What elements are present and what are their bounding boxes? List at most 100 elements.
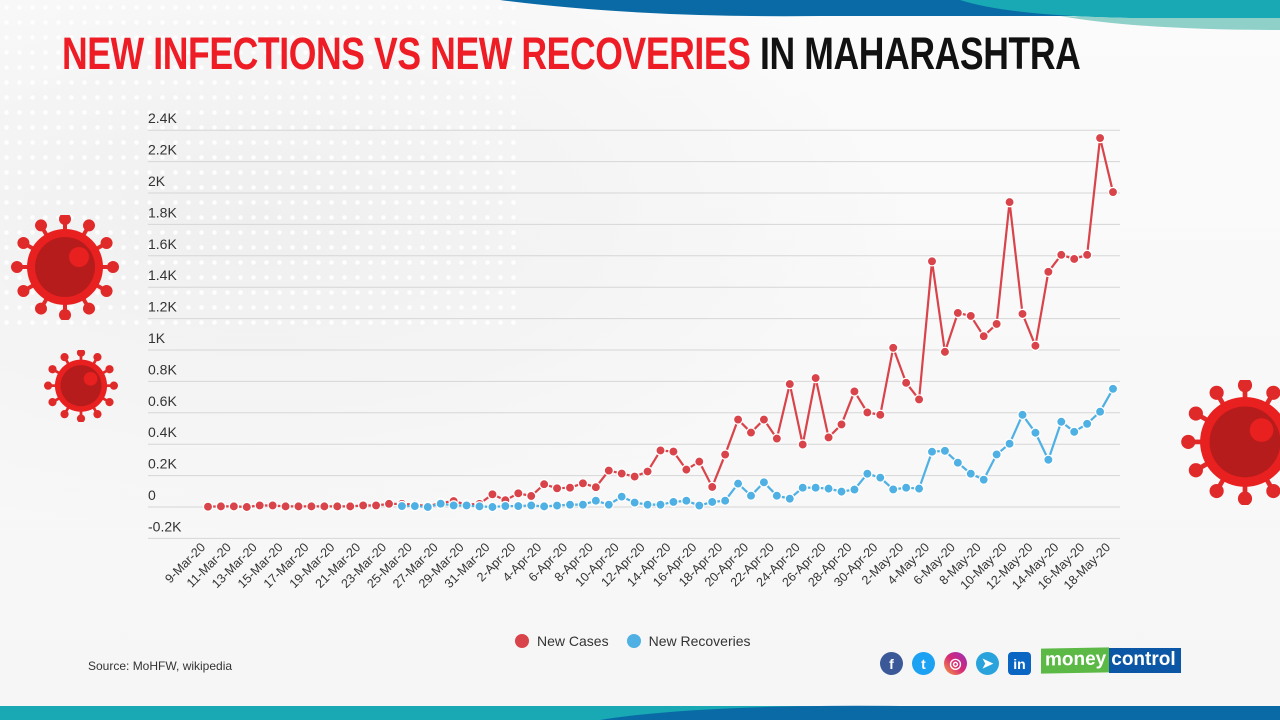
new-cases-point (849, 386, 860, 397)
new-cases-point (887, 342, 899, 354)
telegram-icon[interactable]: ➤ (976, 652, 999, 675)
new-recoveries-point (836, 486, 847, 497)
new-recoveries-point (887, 484, 899, 495)
legend-label: New Recoveries (648, 633, 751, 649)
source-note: Source: MoHFW, wikipedia (88, 659, 233, 673)
new-recoveries-point (952, 457, 964, 468)
new-cases-point (862, 407, 873, 418)
new-recoveries-point (1107, 383, 1119, 395)
new-recoveries-point (745, 490, 757, 501)
new-cases-point (836, 419, 847, 430)
new-recoveries-point (564, 499, 576, 510)
new-recoveries-point (642, 499, 653, 510)
new-cases-point (344, 501, 356, 512)
new-recoveries-point (603, 499, 615, 510)
new-recoveries-point (1043, 454, 1054, 465)
new-cases-point (1043, 266, 1054, 278)
new-cases-point (590, 481, 602, 493)
new-recoveries-point (1017, 409, 1028, 421)
new-cases-point (926, 256, 938, 267)
new-recoveries-point (926, 446, 938, 457)
new-cases-point (642, 466, 653, 477)
new-cases-point (1004, 196, 1015, 208)
new-recoveries-point (991, 449, 1002, 460)
new-recoveries-point (939, 445, 951, 457)
new-recoveries-point (875, 472, 886, 483)
new-cases-point (564, 482, 576, 493)
new-cases-point (952, 307, 964, 319)
new-cases-point (551, 483, 563, 494)
new-cases-point (513, 488, 524, 499)
new-cases-point (668, 446, 679, 457)
legend-swatch (626, 634, 641, 648)
new-cases-point (655, 445, 666, 456)
new-cases-point (629, 471, 640, 482)
new-recoveries-point (616, 491, 627, 502)
new-cases-point (1094, 132, 1106, 144)
new-cases-point (991, 318, 1002, 330)
new-cases-point (1056, 249, 1067, 261)
new-recoveries-point (1030, 427, 1041, 438)
new-cases-point (771, 433, 783, 444)
new-recoveries-point (771, 490, 783, 501)
y-tick-label: 1K (148, 330, 166, 346)
new-cases-point (577, 478, 589, 489)
new-cases-point (215, 501, 227, 512)
new-recoveries-point (1004, 438, 1015, 449)
y-tick-label: 1.2K (148, 299, 177, 315)
new-cases-point (254, 500, 265, 511)
legend: New Cases New Recoveries (515, 633, 769, 649)
legend-swatch (515, 634, 529, 648)
series-line-new-recoveries (401, 388, 1114, 509)
y-tick-label: 0.2K (148, 456, 177, 472)
new-recoveries-point (784, 493, 796, 504)
new-cases-point (706, 481, 718, 493)
new-cases-point (280, 501, 291, 512)
virus-icon (43, 350, 119, 422)
new-cases-point (758, 414, 770, 425)
new-cases-point (319, 501, 330, 512)
new-recoveries-point (706, 496, 718, 508)
y-tick-label: 0.8K (148, 361, 177, 377)
new-cases-point (228, 501, 240, 512)
facebook-icon[interactable]: f (880, 652, 903, 675)
new-cases-point (784, 378, 796, 390)
new-cases-point (1107, 186, 1119, 198)
new-recoveries-point (409, 500, 421, 512)
new-cases-point (900, 377, 912, 389)
new-recoveries-point (396, 500, 408, 512)
legend-item-new-cases[interactable]: New Cases (515, 633, 609, 649)
legend-item-new-recoveries[interactable]: New Recoveries (626, 633, 751, 649)
new-recoveries-point (913, 483, 925, 494)
legend-label: New Cases (537, 633, 609, 649)
new-recoveries-point (500, 500, 511, 512)
new-recoveries-point (461, 500, 472, 511)
new-recoveries-point (1094, 406, 1106, 417)
linkedin-icon[interactable]: in (1008, 652, 1031, 675)
twitter-icon[interactable]: t (912, 652, 935, 675)
new-recoveries-point (1081, 418, 1093, 430)
new-cases-point (487, 489, 498, 500)
new-recoveries-point (577, 499, 589, 510)
new-cases-point (1068, 253, 1080, 265)
new-cases-point (306, 501, 317, 512)
y-tick-label: 1.8K (148, 204, 177, 220)
new-recoveries-point (629, 497, 640, 508)
new-recoveries-point (525, 500, 537, 511)
new-recoveries-point (823, 483, 834, 494)
new-cases-point (293, 501, 304, 512)
logo-part-2: control (1109, 648, 1181, 673)
y-tick-label: 1.4K (148, 267, 177, 283)
instagram-icon[interactable]: ◎ (944, 652, 967, 675)
new-cases-point (241, 501, 253, 513)
y-tick-label: -0.2K (148, 518, 182, 534)
new-recoveries-point (900, 482, 912, 493)
new-cases-point (965, 310, 977, 322)
new-cases-point (370, 500, 382, 511)
new-recoveries-point (862, 468, 873, 479)
new-cases-point (732, 414, 744, 425)
new-recoveries-point (1056, 416, 1067, 427)
new-recoveries-point (655, 499, 666, 510)
y-tick-label: 1.6K (148, 236, 177, 252)
